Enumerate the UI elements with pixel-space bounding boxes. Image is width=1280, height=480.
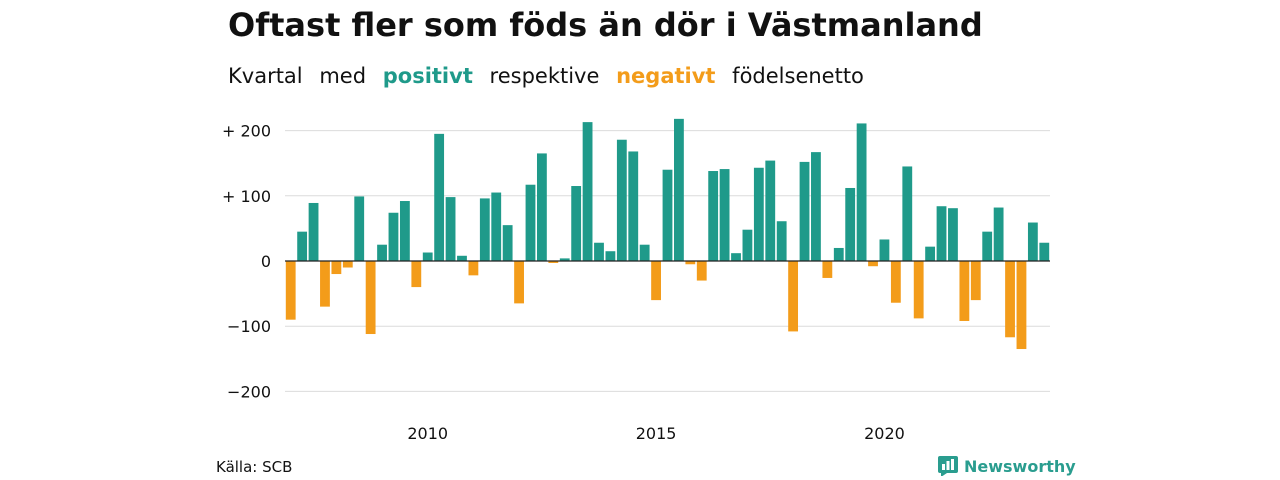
bar xyxy=(320,261,330,307)
bar xyxy=(925,246,936,261)
bar xyxy=(833,247,844,261)
bar xyxy=(868,261,878,267)
bar xyxy=(411,261,422,288)
bar xyxy=(605,251,616,261)
bar xyxy=(285,261,296,320)
bar xyxy=(1039,242,1050,261)
bar xyxy=(502,225,513,261)
bar xyxy=(491,192,502,261)
bar xyxy=(514,261,524,304)
bar xyxy=(468,261,479,276)
bar xyxy=(651,261,661,301)
bar xyxy=(742,229,753,261)
bar xyxy=(297,231,308,261)
bar xyxy=(365,261,376,335)
bar xyxy=(354,196,365,261)
bar xyxy=(639,244,650,261)
bar xyxy=(902,166,913,261)
bar xyxy=(479,198,490,261)
bar xyxy=(388,212,399,261)
bar xyxy=(662,169,673,261)
bar xyxy=(879,239,890,261)
bar xyxy=(731,253,741,261)
subtitle-word-med: med xyxy=(319,64,367,88)
bar xyxy=(616,139,627,261)
bar xyxy=(582,122,593,262)
subtitle-word-kvartal: Kvartal xyxy=(228,64,303,88)
brand-name: Newsworthy xyxy=(964,456,1076,476)
y-tick-label: + 100 xyxy=(222,187,271,206)
subtitle-negative-label: negativt xyxy=(616,64,716,88)
bar xyxy=(1016,261,1027,350)
bar xyxy=(1027,222,1038,261)
bar xyxy=(845,187,856,261)
bar xyxy=(993,207,1004,261)
bar xyxy=(708,171,719,261)
bar xyxy=(536,153,547,261)
bar xyxy=(571,186,582,261)
bar xyxy=(936,206,947,261)
bar xyxy=(548,261,559,263)
bar xyxy=(970,261,981,301)
bar xyxy=(856,123,867,262)
subtitle-word-fodelsenetto: födelsenetto xyxy=(732,64,864,88)
bar xyxy=(1005,261,1015,338)
bar xyxy=(445,197,456,261)
y-tick-label: −200 xyxy=(227,382,271,401)
bar xyxy=(890,261,901,303)
bar xyxy=(422,252,433,261)
chart-subtitle: Kvartal med positivt respektive negativt… xyxy=(228,64,874,88)
x-tick-label: 2010 xyxy=(407,424,448,443)
bar xyxy=(982,231,993,261)
subtitle-positive-label: positivt xyxy=(382,64,473,88)
bar xyxy=(765,160,776,261)
chart-title: Oftast fler som föds än dör i Västmanlan… xyxy=(228,6,983,44)
bar xyxy=(377,244,387,261)
bar xyxy=(959,261,970,321)
bar xyxy=(594,242,604,261)
bar xyxy=(696,261,707,281)
bar xyxy=(399,201,410,261)
bar xyxy=(719,169,730,261)
bar xyxy=(674,118,684,261)
bar xyxy=(913,261,924,319)
bar xyxy=(342,261,353,268)
bar xyxy=(434,133,445,261)
bar xyxy=(331,261,342,275)
brand-logo: Newsworthy xyxy=(938,455,1076,477)
subtitle-word-respektive: respektive xyxy=(489,64,600,88)
source-label: Källa: SCB xyxy=(216,458,293,476)
bar xyxy=(788,261,799,332)
bar xyxy=(948,208,958,261)
bar xyxy=(685,261,696,265)
bar xyxy=(628,151,639,261)
x-tick-label: 2020 xyxy=(864,424,905,443)
bar xyxy=(822,261,833,278)
x-tick-label: 2015 xyxy=(636,424,677,443)
bar xyxy=(457,255,467,261)
bar xyxy=(776,221,787,261)
bar-chart-badge-icon xyxy=(938,456,958,476)
bar xyxy=(308,202,319,261)
bar xyxy=(753,167,764,261)
bar xyxy=(525,184,536,261)
y-tick-label: −100 xyxy=(227,317,271,336)
bar xyxy=(559,258,570,261)
y-tick-label: 0 xyxy=(261,252,271,271)
bar xyxy=(811,152,821,261)
y-tick-label: + 200 xyxy=(222,122,271,141)
bar xyxy=(799,161,810,261)
